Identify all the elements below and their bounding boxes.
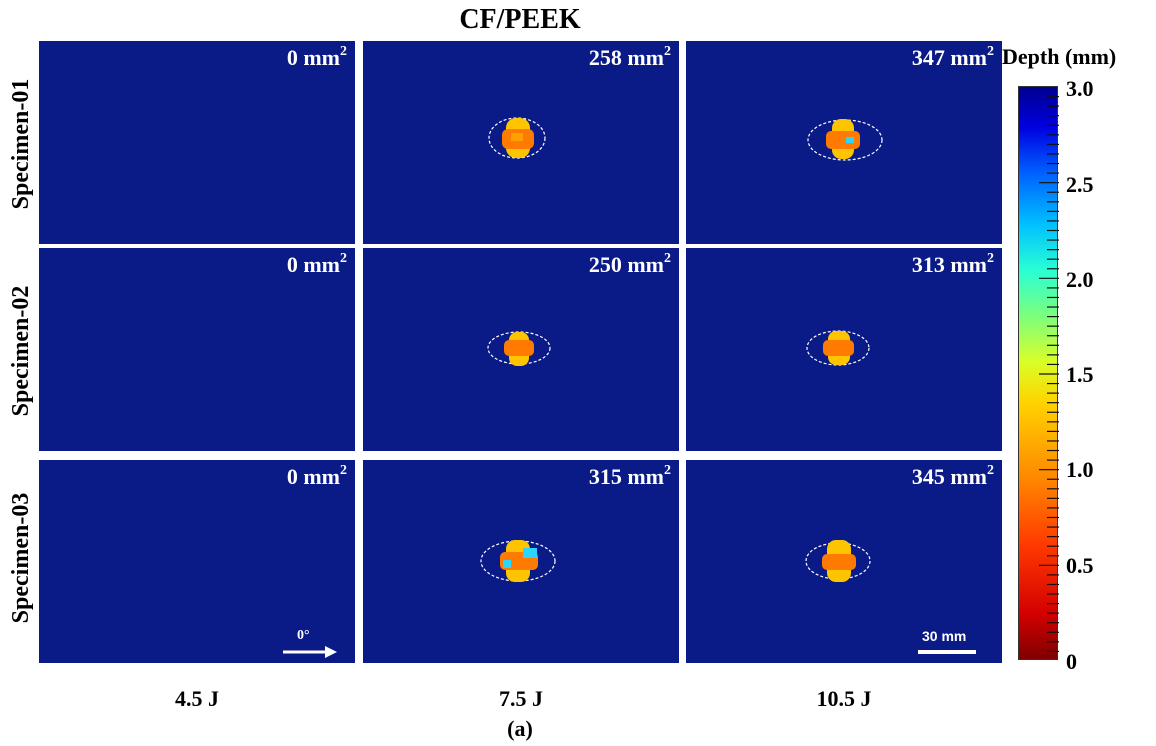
area-label: 0 mm2 (286, 462, 347, 489)
colorbar-tick: 2.0 (1066, 267, 1094, 292)
panel-specimen-01-10-5j: 347 mm2 (686, 41, 1002, 244)
figure-caption: (a) (507, 716, 533, 741)
colorbar-tick: 1.0 (1066, 457, 1094, 482)
direction-marker-label: 0° (297, 628, 310, 643)
row-label-specimen-01: Specimen-01 (8, 78, 34, 210)
panel-specimen-01-7-5j: 258 mm2 (363, 41, 679, 244)
colorbar-title: Depth (mm) (1002, 44, 1117, 69)
colorbar-tick: 0.5 (1066, 553, 1094, 578)
row-label-specimen-02: Specimen-02 (8, 285, 34, 417)
panel-specimen-03-10-5j: 345 mm2 30 mm (686, 460, 1002, 663)
damage-map (805, 540, 871, 582)
column-label-4-5j: 4.5 J (175, 686, 219, 711)
panel-specimen-02-10-5j: 313 mm2 (686, 248, 1002, 451)
area-label: 0 mm2 (286, 43, 347, 70)
damage-map (807, 119, 883, 161)
area-label: 250 mm2 (588, 250, 671, 277)
colorbar-tick: 3.0 (1066, 76, 1094, 101)
colorbar-tick: 2.5 (1066, 172, 1094, 197)
scale-bar-label: 30 mm (922, 628, 967, 644)
area-label: 258 mm2 (588, 43, 671, 70)
area-label: 347 mm2 (911, 43, 994, 70)
arrow-right-icon (283, 646, 337, 658)
damage-map (487, 331, 551, 366)
colorbar-minor-ticks (1039, 95, 1059, 653)
damage-map (480, 540, 556, 582)
colorbar-tick: 1.5 (1066, 362, 1094, 387)
panel-specimen-02-7-5j: 250 mm2 (363, 248, 679, 451)
scale-bar (918, 650, 976, 654)
damage-map (488, 117, 546, 159)
area-label: 0 mm2 (286, 250, 347, 277)
damage-map (806, 330, 870, 366)
colorbar (1018, 86, 1059, 660)
column-label-10-5j: 10.5 J (816, 686, 872, 711)
colorbar-tick: 0 (1066, 649, 1077, 674)
area-label: 345 mm2 (911, 462, 994, 489)
row-label-specimen-03: Specimen-03 (8, 492, 34, 624)
column-label-7-5j: 7.5 J (499, 686, 543, 711)
panel-specimen-03-7-5j: 315 mm2 (363, 460, 679, 663)
figure-title: CF/PEEK (459, 4, 581, 35)
panel-specimen-03-4-5j: 0 mm2 0° (39, 460, 355, 663)
panel-specimen-01-4-5j: 0 mm2 (39, 41, 355, 244)
area-label: 313 mm2 (911, 250, 994, 277)
panel-specimen-02-4-5j: 0 mm2 (39, 248, 355, 451)
area-label: 315 mm2 (588, 462, 671, 489)
